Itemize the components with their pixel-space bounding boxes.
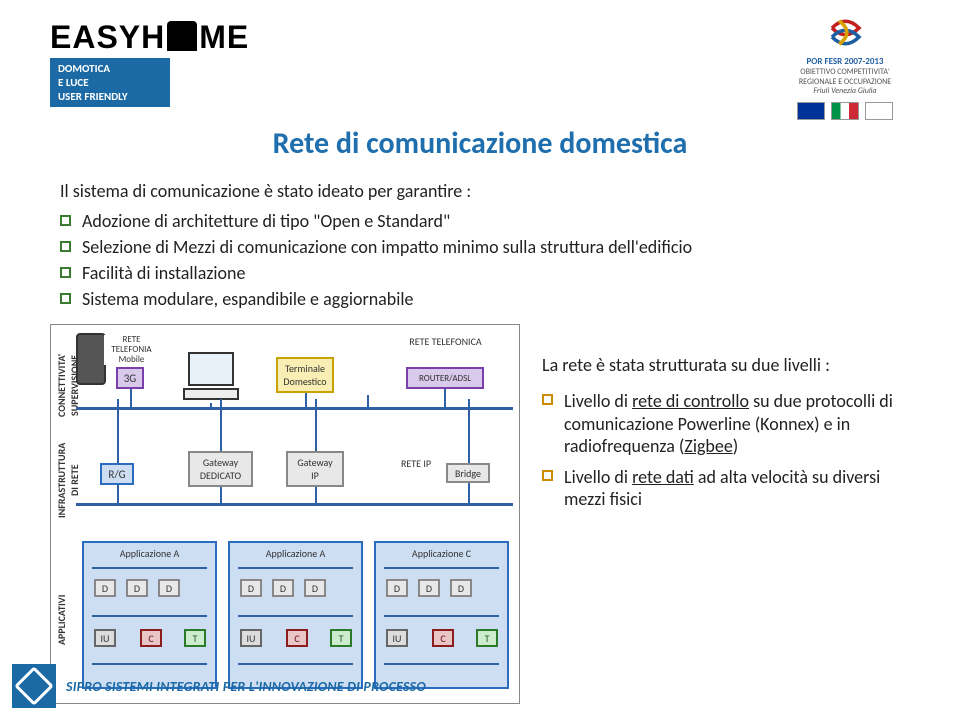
right-bullet-2: Livello di rete dati ad alta velocità su… [542,462,922,515]
node-router: ROUTER/ADSL [406,367,484,389]
gwip-l1: Gateway [297,456,332,469]
mini-d: D [126,579,148,597]
app2-title: Applicazione A [230,547,361,560]
logo-sub-2: E LUCE [58,76,162,90]
mini-c: C [140,629,162,647]
node-bridge: Bridge [446,463,490,483]
sponsor-sub1: OBIETTIVO COMPETITIVITA' [745,68,945,77]
app1-title: Applicazione A [84,547,215,560]
bullet-3: Facilità di installazione [60,260,960,286]
mini-d: D [272,579,294,597]
logo-easyhome: EASYHME DOMOTICA E LUCE USER FRIENDLY [50,18,249,107]
mini-d: D [304,579,326,597]
mini-t: T [476,629,498,647]
mini-t: T [184,629,206,647]
sponsor-sub2: REGIONALE E OCCUPAZIONE [745,78,945,87]
node-gateway-ip: Gateway IP [286,451,344,487]
gwd-l2: DEDICATO [200,469,241,482]
sipro-logo-icon [12,664,56,708]
sponsor-flags [745,102,945,120]
node-rg: R/G [100,463,134,485]
conn [220,399,222,451]
diagram-row-2: R/G Gateway DEDICATO Gateway IP RETE IP … [76,435,513,530]
gwd-l1: Gateway [203,456,238,469]
bullet-1: Adozione di architetture di tipo "Open e… [60,208,960,234]
right-intro: La rete è stata strutturata su due livel… [542,354,922,376]
network-diagram: CONNETTIVITA' SUPERVISIONE INFRASTRUTTUR… [50,324,520,704]
li1-u: rete di controllo [632,390,749,412]
main-bullets: Adozione di architetture di tipo "Open e… [60,208,960,312]
bus-mid [76,503,513,506]
gwip-l2: IP [311,469,319,482]
bullet-2: Selezione di Mezzi di comunicazione con … [60,234,960,260]
logo-subtitle: DOMOTICA E LUCE USER FRIENDLY [50,58,170,107]
logo-sub-1: DOMOTICA [58,62,162,76]
mini-d: D [158,579,180,597]
li2-pre: Livello di [564,466,632,488]
mini-iu: IU [240,629,262,647]
app3-title: Applicazione C [376,547,507,560]
bus-top [76,407,513,410]
conn [444,389,446,407]
node-terminal: Terminale Domestico [276,357,334,393]
label-rete-ip: RETE IP [392,457,440,470]
mini-d: D [450,579,472,597]
header: EASYHME DOMOTICA E LUCE USER FRIENDLY PO… [0,0,960,130]
label-mobile-net: RETE TELEFONIA Mobile [104,335,159,365]
content-columns: CONNETTIVITA' SUPERVISIONE INFRASTRUTTUR… [0,324,960,704]
mini-d: D [418,579,440,597]
node-gateway-dedicated: Gateway DEDICATO [188,451,253,487]
sponsor-block: POR FESR 2007-2013 OBIETTIVO COMPETITIVI… [745,10,945,120]
smartphone-icon [76,333,106,385]
hand-icon [167,21,197,51]
flag-eu-icon [797,102,825,120]
diagram-row-1: RETE TELEFONIA Mobile 3G Terminale Domes… [76,333,513,428]
conn [210,403,212,407]
conn [468,483,470,503]
footer: SIPRO SISTEMI INTEGRATI PER L'INNOVAZION… [0,664,426,708]
bullet-4: Sistema modulare, espandibile e aggiorna… [60,286,960,312]
mini-d: D [94,579,116,597]
footer-text: SIPRO SISTEMI INTEGRATI PER L'INNOVAZION… [66,678,426,695]
pc-icon [176,349,246,403]
page-title: Rete di comunicazione domestica [0,125,960,162]
slide: EASYHME DOMOTICA E LUCE USER FRIENDLY PO… [0,0,960,718]
conn [117,485,119,503]
conn [315,399,317,451]
sponsor-title: POR FESR 2007-2013 [745,57,945,67]
term-l2: Domestico [283,375,326,388]
conn [367,395,369,407]
conn [117,399,119,463]
flag-it-icon [831,102,859,120]
mini-c: C [432,629,454,647]
conn [130,389,132,407]
right-bullets: Livello di rete di controllo su due prot… [542,386,922,515]
term-l1: Terminale [285,362,325,375]
conn [220,487,222,503]
mini-d: D [386,579,408,597]
node-3g: 3G [116,367,144,389]
mini-d: D [240,579,262,597]
label-mobile-text: RETE TELEFONIA Mobile [104,335,159,365]
li2-u: rete dati [632,466,694,488]
flag-fvg-icon [865,102,893,120]
logo-sub-3: USER FRIENDLY [58,90,162,104]
conn [305,393,307,407]
li1-u2: Zigbee [684,435,732,457]
right-column: La rete è stata strutturata su due livel… [542,324,922,704]
mini-iu: IU [386,629,408,647]
conn [468,399,470,463]
conn [315,487,317,503]
mini-c: C [286,629,308,647]
fvg-knot-icon [823,10,868,55]
mini-iu: IU [94,629,116,647]
label-rete-tel: RETE TELEFONICA [398,335,493,348]
li1-pre: Livello di [564,390,632,412]
sponsor-region: Friuli Venezia Giulia [745,87,945,96]
right-bullet-1: Livello di rete di controllo su due prot… [542,386,922,462]
mini-t: T [330,629,352,647]
li1-end: ) [733,435,738,457]
intro-text: Il sistema di comunicazione è stato idea… [60,180,960,202]
logo-text: EASYHME [50,18,249,56]
